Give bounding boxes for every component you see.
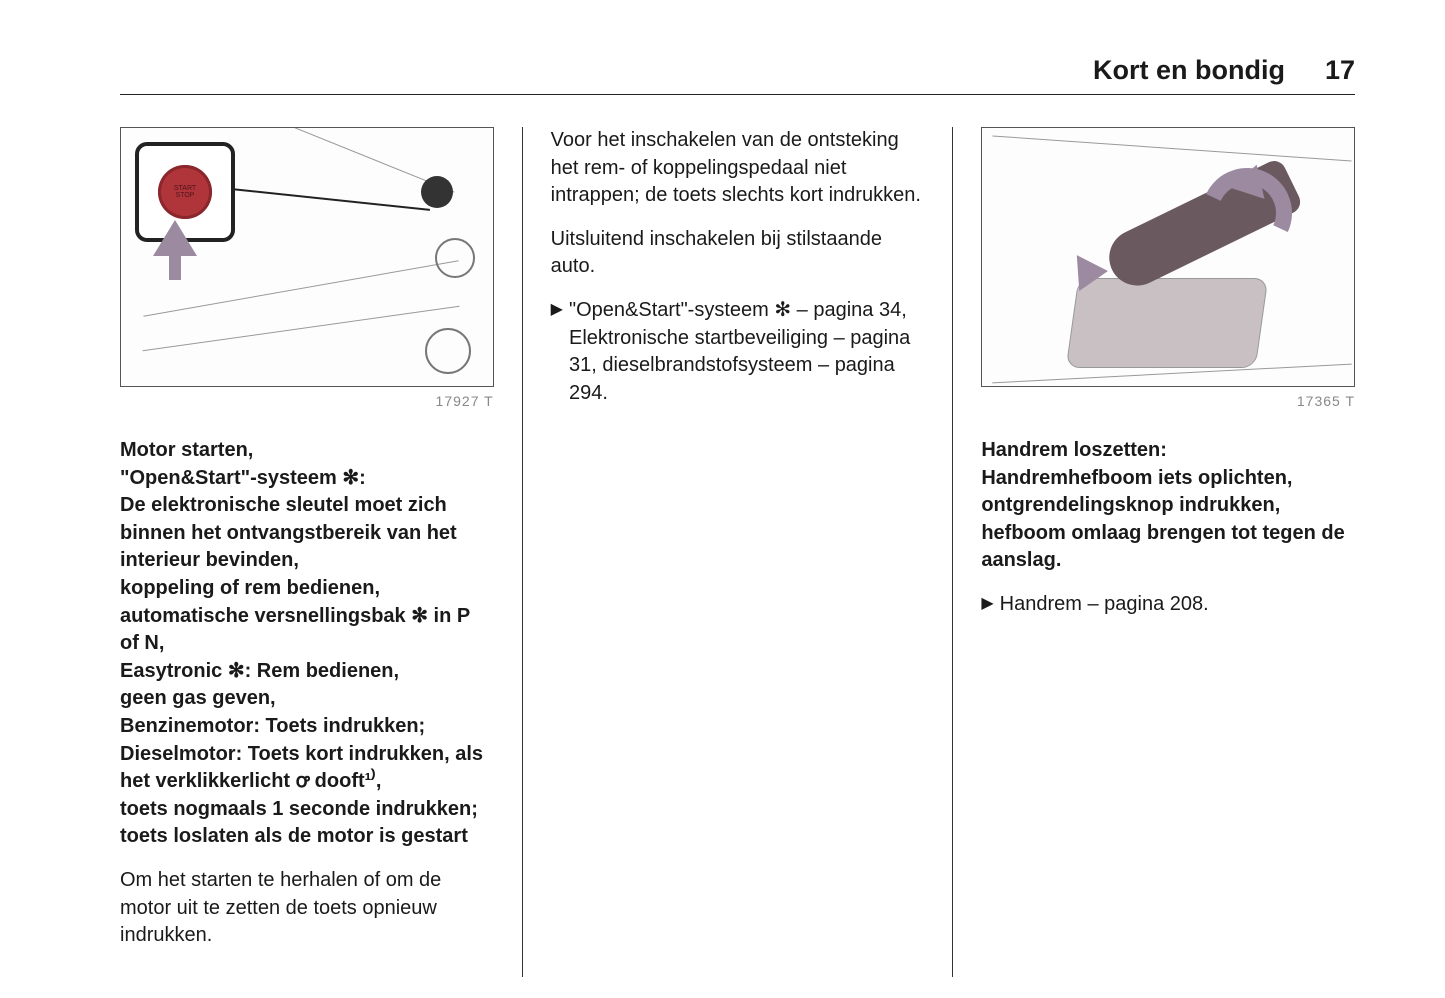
figure-start-button: START STOP — [120, 127, 494, 387]
col3-bullet-row: ▶ Handrem – pagina 208. — [981, 591, 1355, 619]
figure-handbrake — [981, 127, 1355, 387]
col3-heading: Handrem loszetten: Handremhefboom iets o… — [981, 437, 1355, 575]
col2-bullet-row: ▶ "Open&Start"-systeem ✻ – pagina 34, El… — [551, 297, 925, 407]
start-stop-button-icon: START STOP — [158, 165, 212, 219]
column-2: Voor het inschakelen van de ontsteking h… — [523, 127, 953, 977]
column-1: START STOP 17927 T Motor starten, "Open&… — [120, 127, 522, 977]
col1-body: Om het starten te herhalen of om de moto… — [120, 867, 494, 950]
page-header: Kort en bondig 17 — [120, 55, 1355, 86]
figure-caption-2: 17365 T — [981, 393, 1355, 409]
col1-heading: Motor starten, "Open&Start"-systeem ✻: D… — [120, 437, 494, 851]
figure-caption-1: 17927 T — [120, 393, 494, 409]
columns: START STOP 17927 T Motor starten, "Open&… — [120, 127, 1355, 977]
start-stop-label: START STOP — [172, 185, 199, 199]
header-title: Kort en bondig — [1093, 55, 1285, 86]
col2-bullet-text: "Open&Start"-systeem ✻ – pagina 34, Elek… — [569, 297, 924, 407]
triangle-bullet-icon: ▶ — [551, 297, 563, 323]
header-divider — [120, 94, 1355, 95]
page: Kort en bondig 17 START STOP — [0, 0, 1445, 998]
dash-dial2-icon — [425, 328, 471, 374]
column-3: 17365 T Handrem loszetten: Handremhefboo… — [953, 127, 1355, 977]
handbrake-base-icon — [1066, 278, 1269, 368]
page-number: 17 — [1325, 55, 1355, 86]
col2-p1: Voor het inschakelen van de ontsteking h… — [551, 127, 925, 210]
press-arrow-left-icon — [1077, 253, 1109, 291]
dash-knob-icon — [421, 176, 453, 208]
callout-leader-line — [231, 188, 430, 211]
triangle-bullet-icon: ▶ — [981, 591, 993, 617]
col2-p2: Uitsluitend inschakelen bij stilstaande … — [551, 226, 925, 281]
press-arrow-stem-icon — [169, 250, 181, 280]
col3-bullet-text: Handrem – pagina 208. — [1000, 591, 1209, 619]
dash-dial-icon — [435, 238, 475, 278]
